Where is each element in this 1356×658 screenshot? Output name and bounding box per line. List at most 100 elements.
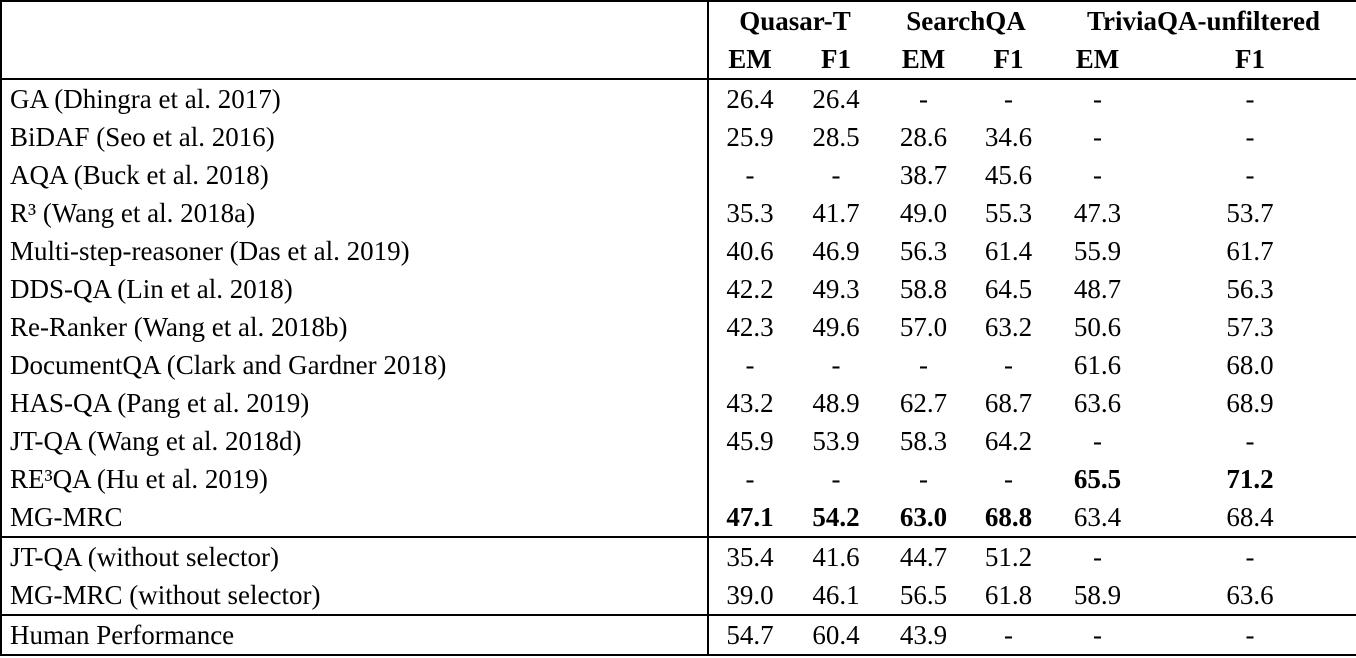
metric-value: 26.4 [726,84,774,114]
metric-value: - [1004,620,1014,650]
metric-value: 53.9 [812,426,860,456]
metric-value: 47.1 [726,502,774,532]
metric-value: - [745,350,755,380]
metric-value: 48.7 [1073,274,1122,304]
model-column-empty-header [1,40,709,79]
metric-value: 49.3 [812,274,860,304]
metric-value: - [1245,426,1255,456]
model-name: RE³QA (Hu et al. 2019) [1,460,709,498]
metric-value: 58.8 [899,274,948,304]
metric-value: 61.6 [1073,350,1122,380]
metric-value: 63.2 [984,312,1033,342]
model-name: JT-QA (without selector) [1,537,709,576]
metric-value: - [1245,160,1255,190]
corner-empty-cell [1,1,709,40]
table-row: R³ (Wang et al. 2018a) 35.3 41.7 49.0 55.3 47… [1,194,1356,232]
metric-value: 61.4 [984,236,1033,266]
metric-value: 61.8 [984,580,1033,610]
metric-value: 42.3 [726,312,774,342]
metric-value: 56.5 [899,580,948,610]
col-header-quasar-f1: F1 [821,44,851,74]
metric-value: 35.4 [726,542,774,572]
metric-value: - [745,464,755,494]
metric-value: 55.9 [1073,236,1122,266]
metric-value: 57.3 [1226,312,1274,342]
model-name: MG-MRC (without selector) [1,576,709,615]
metric-value: - [919,464,929,494]
table-row: Multi-step-reasoner (Das et al. 2019) 40.… [1,232,1356,270]
model-name: GA (Dhingra et al. 2017) [1,79,709,118]
metric-value: - [1093,542,1103,572]
metric-value: 50.6 [1073,312,1122,342]
metric-value: - [1245,542,1255,572]
model-name: MG-MRC [1,498,709,537]
metric-value: 61.7 [1226,236,1274,266]
metric-value: 44.7 [899,542,948,572]
table-row: BiDAF (Seo et al. 2016) 25.9 28.5 28.6 34.6 -… [1,118,1356,156]
table-row: JT-QA (Wang et al. 2018d) 45.9 53.9 58.3 64.… [1,422,1356,460]
metric-value: 71.2 [1226,464,1274,494]
table-header: Quasar-T SearchQA TriviaQA-unfiltered EM… [1,1,1356,79]
table-row: Re-Ranker (Wang et al. 2018b) 42.3 49.6 57.… [1,308,1356,346]
metric-value: 54.7 [726,620,774,650]
metric-value: 63.6 [1226,580,1274,610]
metric-value: - [745,160,755,190]
metric-value: 68.8 [984,502,1033,532]
col-header-searchqa-em: EM [901,44,946,74]
group-header-row: Quasar-T SearchQA TriviaQA-unfiltered [1,1,1356,40]
metric-value: - [1093,620,1103,650]
metric-value: 64.5 [984,274,1033,304]
model-name: Re-Ranker (Wang et al. 2018b) [1,308,709,346]
metric-value: 63.6 [1073,388,1122,418]
metric-value: 45.9 [726,426,774,456]
table-row: MG-MRC (without selector) 39.0 46.1 56.5 61.… [1,576,1356,615]
subheader-row: EM F1 EM F1 EM F1 [1,40,1356,79]
model-name: AQA (Buck et al. 2018) [1,156,709,194]
metric-value: 38.7 [899,160,948,190]
metric-value: - [1093,122,1103,152]
model-name: JT-QA (Wang et al. 2018d) [1,422,709,460]
col-header-triviaqa-f1: F1 [1235,44,1266,74]
metric-value: 51.2 [984,542,1033,572]
metric-value: 49.6 [812,312,860,342]
table-section-3: Human Performance 54.7 60.4 43.9 - - - [1,615,1356,655]
metric-value: 49.0 [899,198,948,228]
metric-value: - [919,84,929,114]
table-row: HAS-QA (Pang et al. 2019) 43.2 48.9 62.7 68.… [1,384,1356,422]
metric-value: 43.9 [899,620,948,650]
column-group-triviaqa-unfiltered: TriviaQA-unfiltered [1087,6,1321,36]
metric-value: 62.7 [899,388,948,418]
metric-value: - [1093,160,1103,190]
table-row: AQA (Buck et al. 2018) - - 38.7 45.6 - - [1,156,1356,194]
metric-value: 46.1 [812,580,860,610]
metric-value: - [919,350,929,380]
table-row: DocumentQA (Clark and Gardner 2018) - - - - 6… [1,346,1356,384]
metric-value: 63.0 [899,502,948,532]
metric-value: 68.9 [1226,388,1274,418]
metric-value: 28.5 [812,122,860,152]
table-row: JT-QA (without selector) 35.4 41.6 44.7 51.2… [1,537,1356,576]
metric-value: 57.0 [899,312,948,342]
metric-value: 28.6 [899,122,948,152]
metric-value: - [1004,350,1014,380]
metric-value: 56.3 [899,236,948,266]
col-header-triviaqa-em: EM [1075,44,1120,74]
metric-value: 60.4 [812,620,860,650]
metric-value: 42.2 [726,274,774,304]
metric-value: - [831,160,841,190]
metric-value: - [1245,620,1255,650]
metric-value: 43.2 [726,388,774,418]
metric-value: 34.6 [984,122,1033,152]
table-row: DDS-QA (Lin et al. 2018) 42.2 49.3 58.8 64.5… [1,270,1356,308]
metric-value: 58.9 [1073,580,1122,610]
metric-value: 65.5 [1073,464,1122,494]
metric-value: 68.0 [1226,350,1274,380]
metric-value: 58.3 [899,426,948,456]
metric-value: 56.3 [1226,274,1274,304]
metric-value: 68.4 [1226,502,1274,532]
metric-value: 39.0 [726,580,774,610]
metric-value: 48.9 [812,388,860,418]
metric-value: - [1004,464,1014,494]
